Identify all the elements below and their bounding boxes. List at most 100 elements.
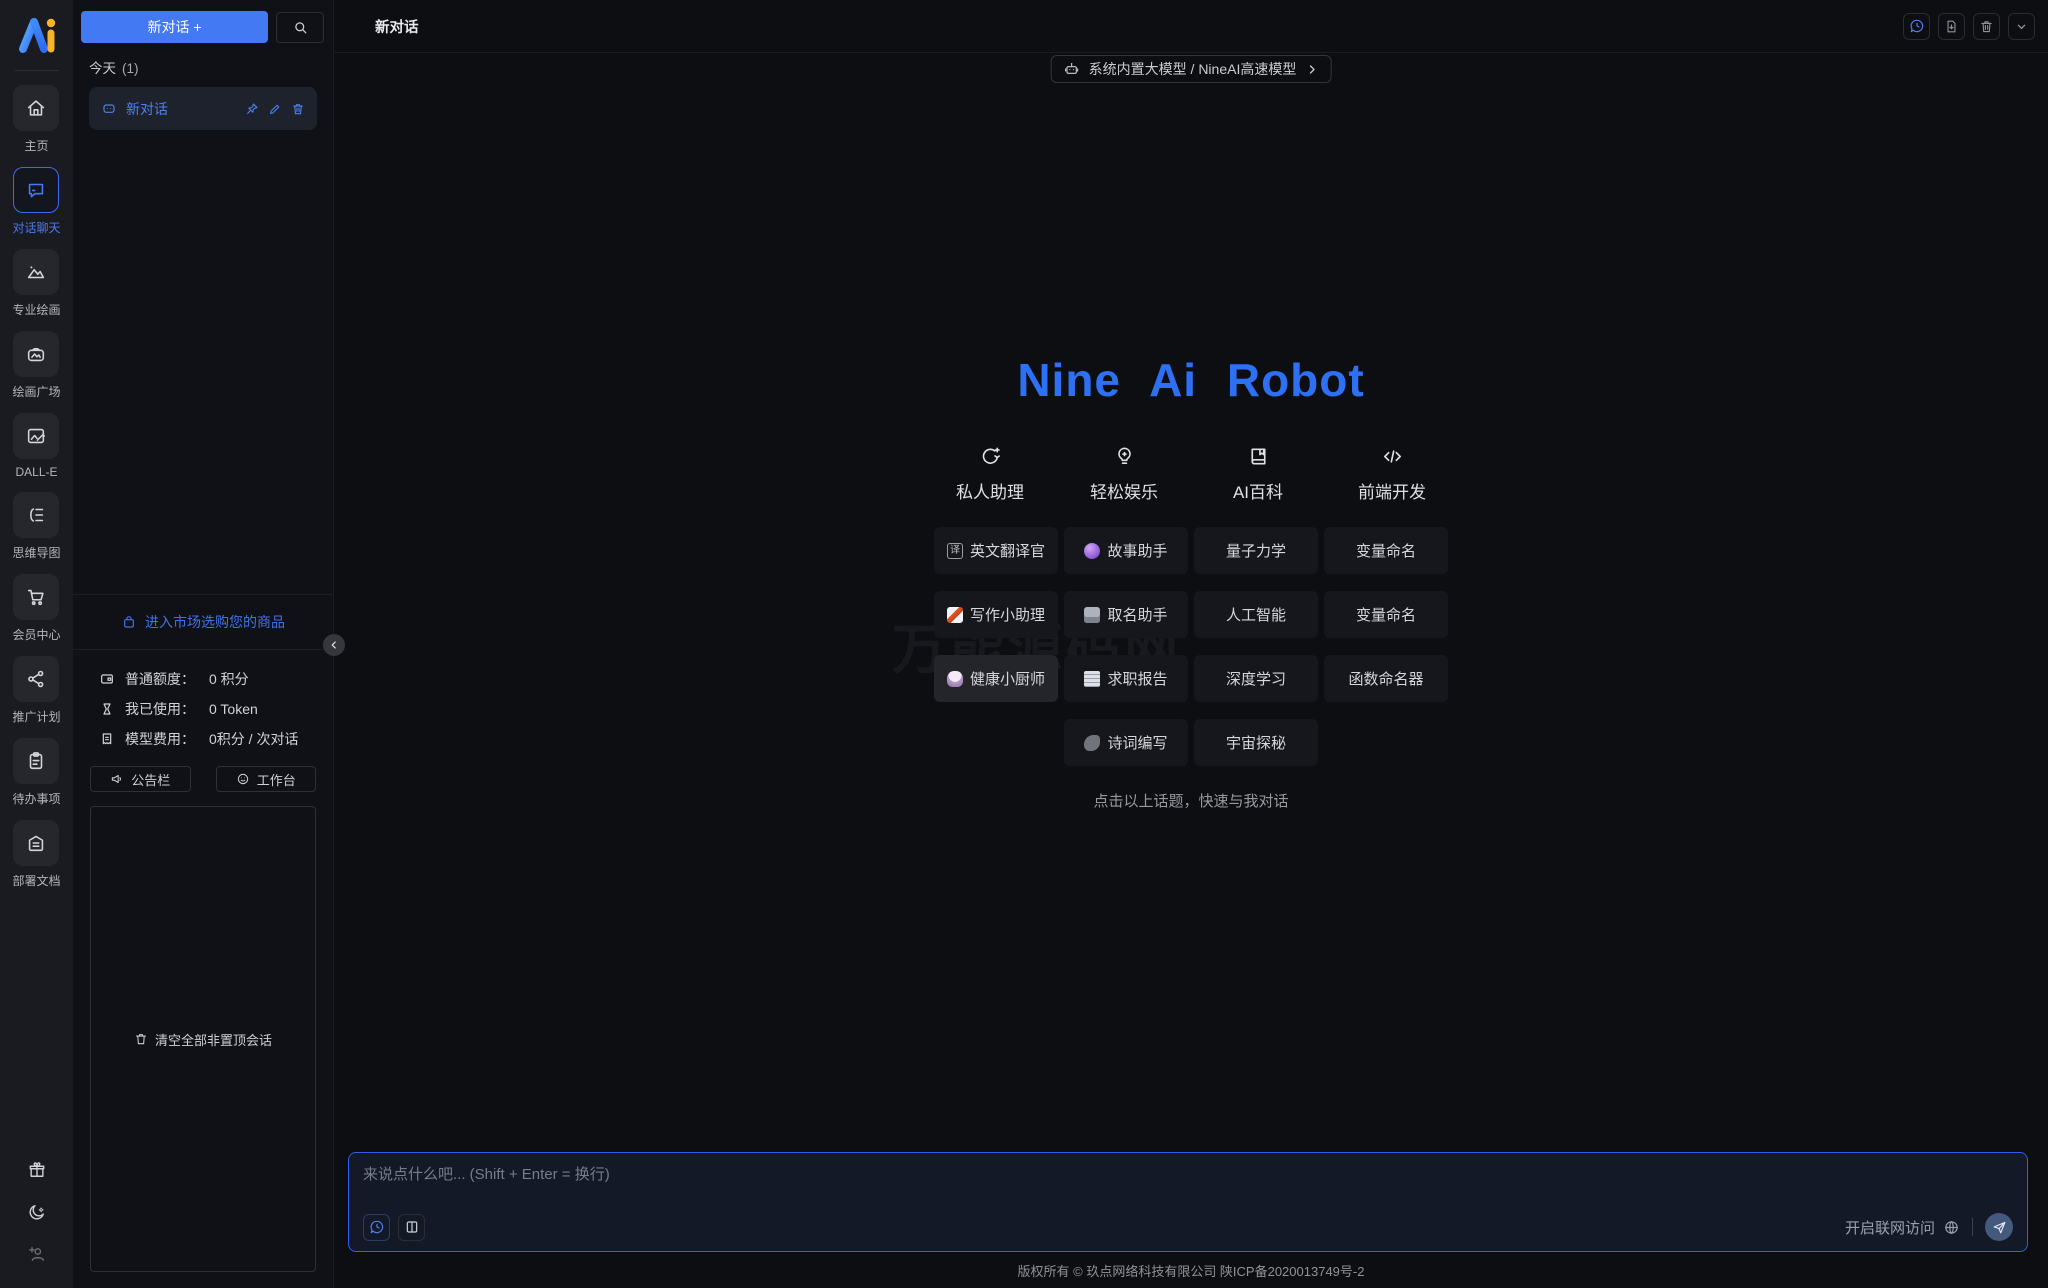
stat-label: 普通额度： <box>125 671 195 687</box>
category-entertainment[interactable]: 轻松娱乐 <box>1060 445 1188 503</box>
group-label: 今天 <box>89 61 116 76</box>
robot-icon <box>1065 63 1079 74</box>
topic-variable-naming-2[interactable]: 变量命名 <box>1324 591 1448 638</box>
refresh-sparkle-icon <box>982 447 1000 464</box>
rail-bottom-icons <box>27 1160 47 1288</box>
context-toggle-button[interactable] <box>363 1213 390 1241</box>
user-plus-icon[interactable] <box>27 1244 47 1264</box>
shopping-bag-icon <box>124 616 134 628</box>
share-icon <box>13 656 60 702</box>
hero-title: Nine Ai Robot <box>1017 354 1365 406</box>
topic-variable-naming[interactable]: 变量命名 <box>1324 527 1448 574</box>
rail-item-label: 专业绘画 <box>12 303 61 317</box>
topic-writing-assistant[interactable]: 写作小助理 <box>934 591 1058 638</box>
rail-item-member-center[interactable]: 会员中心 <box>12 574 61 643</box>
delete-chat-button[interactable] <box>1973 12 2000 40</box>
category-ai-encyclopedia[interactable]: AI百科 <box>1194 445 1322 503</box>
edit-icon[interactable] <box>268 102 282 116</box>
page-title: 新对话 <box>375 19 419 36</box>
rail-item-painting-plaza[interactable]: 绘画广场 <box>12 331 61 400</box>
workbench-label: 工作台 <box>256 772 296 788</box>
new-chat-button[interactable]: 新对话 + <box>81 11 268 43</box>
model-selector-chip[interactable]: 系统内置大模型 / NineAI高速模型 <box>1050 55 1332 83</box>
topic-label: 深度学习 <box>1225 671 1286 688</box>
topic-label: 变量命名 <box>1355 543 1416 560</box>
workbench-icon <box>237 773 248 785</box>
topic-function-namer[interactable]: 函数命名器 <box>1324 655 1448 702</box>
rail-item-home[interactable]: 主页 <box>13 85 60 154</box>
topic-universe-exploration[interactable]: 宇宙探秘 <box>1194 719 1318 766</box>
collapse-sidebar-button[interactable] <box>323 634 345 656</box>
docs-icon <box>13 820 60 866</box>
chevron-right-icon <box>1309 64 1315 74</box>
rail-item-dalle[interactable]: DALL-E <box>13 413 60 479</box>
send-button[interactable] <box>1985 1213 2013 1241</box>
image-edit-icon <box>13 413 60 459</box>
gift-icon[interactable] <box>27 1160 47 1180</box>
moon-icon[interactable] <box>27 1202 47 1222</box>
rail-item-label: 思维导图 <box>12 546 61 560</box>
topic-label: 求职报告 <box>1107 671 1168 688</box>
topic-poetry-writing[interactable]: 诗词编写 <box>1064 719 1188 766</box>
message-input[interactable] <box>363 1163 2013 1213</box>
topic-english-translator[interactable]: 译 英文翻译官 <box>934 527 1058 574</box>
category-label: 轻松娱乐 <box>1090 483 1158 502</box>
export-chat-button[interactable] <box>1938 12 1965 40</box>
rail-item-docs[interactable]: 部署文档 <box>12 820 61 889</box>
category-personal-assistant[interactable]: 私人助理 <box>926 445 1054 503</box>
receipt-icon <box>102 733 112 745</box>
delete-icon[interactable] <box>291 102 305 116</box>
rail-item-mindmap[interactable]: 思维导图 <box>12 492 61 561</box>
globe-icon <box>1945 1220 1958 1234</box>
announcement-button[interactable]: 公告栏 <box>90 766 191 792</box>
file-download-icon <box>1947 20 1956 32</box>
paper-plane-icon <box>1993 1221 2005 1233</box>
writing-icon <box>946 606 963 623</box>
topic-label: 函数命名器 <box>1348 671 1424 688</box>
translate-icon: 译 <box>946 542 963 559</box>
rail-item-referral[interactable]: 推广计划 <box>12 656 61 725</box>
topic-artificial-intelligence[interactable]: 人工智能 <box>1194 591 1318 638</box>
stat-value: 0 积分 <box>209 671 249 687</box>
chat-square-icon <box>103 103 115 113</box>
rail-item-label: 主页 <box>24 139 49 153</box>
topic-story-helper[interactable]: 故事助手 <box>1064 527 1188 574</box>
rail-nav: 主页 对话聊天 专业绘画 绘画广场 <box>12 85 61 902</box>
topic-deep-learning[interactable]: 深度学习 <box>1194 655 1318 702</box>
rail-item-pro-painting[interactable]: 专业绘画 <box>12 249 61 318</box>
network-access-toggle[interactable]: 开启联网访问 <box>1845 1217 1960 1238</box>
topic-label: 取名助手 <box>1107 607 1168 624</box>
category-frontend-dev[interactable]: 前端开发 <box>1328 445 1456 503</box>
panel-divider <box>73 594 333 595</box>
topic-healthy-chef[interactable]: 健康小厨师 <box>934 655 1058 702</box>
conversation-item[interactable]: 新对话 <box>89 87 317 130</box>
rail-item-todo[interactable]: 待办事项 <box>12 738 61 807</box>
main-area: 新对话 <box>334 0 2048 1288</box>
reading-mode-button[interactable] <box>398 1213 425 1241</box>
hourglass-icon <box>103 703 111 715</box>
chat-clock-icon <box>1910 19 1923 33</box>
topic-label: 人工智能 <box>1225 607 1286 624</box>
search-button[interactable] <box>276 11 324 43</box>
more-menu-button[interactable] <box>2008 12 2035 40</box>
chat-clock-icon <box>370 1220 383 1234</box>
topic-naming-helper[interactable]: 取名助手 <box>1064 591 1188 638</box>
rail-item-label: 部署文档 <box>12 874 61 888</box>
topic-label: 诗词编写 <box>1107 735 1168 752</box>
rail-divider <box>14 70 59 71</box>
topic-label: 变量命名 <box>1355 607 1416 624</box>
clear-conversations-button[interactable]: 清空全部非置顶会话 <box>90 806 316 1272</box>
topic-quantum-mechanics[interactable]: 量子力学 <box>1194 527 1318 574</box>
code-icon <box>1383 450 1401 463</box>
topic-job-report[interactable]: 求职报告 <box>1064 655 1188 702</box>
open-book-icon <box>406 1221 417 1233</box>
category-list: 私人助理 轻松娱乐 AI百科 <box>926 445 1456 503</box>
nineai-logo[interactable] <box>13 10 61 60</box>
pin-icon[interactable] <box>245 102 259 116</box>
chat-history-button[interactable] <box>1903 12 1930 40</box>
workbench-button[interactable]: 工作台 <box>215 766 316 792</box>
rail-item-chat[interactable]: 对话聊天 <box>12 167 61 236</box>
conversation-title: 新对话 <box>126 100 168 117</box>
poetry-icon <box>1084 734 1101 751</box>
market-link[interactable]: 进入市场选购您的商品 <box>73 595 333 649</box>
